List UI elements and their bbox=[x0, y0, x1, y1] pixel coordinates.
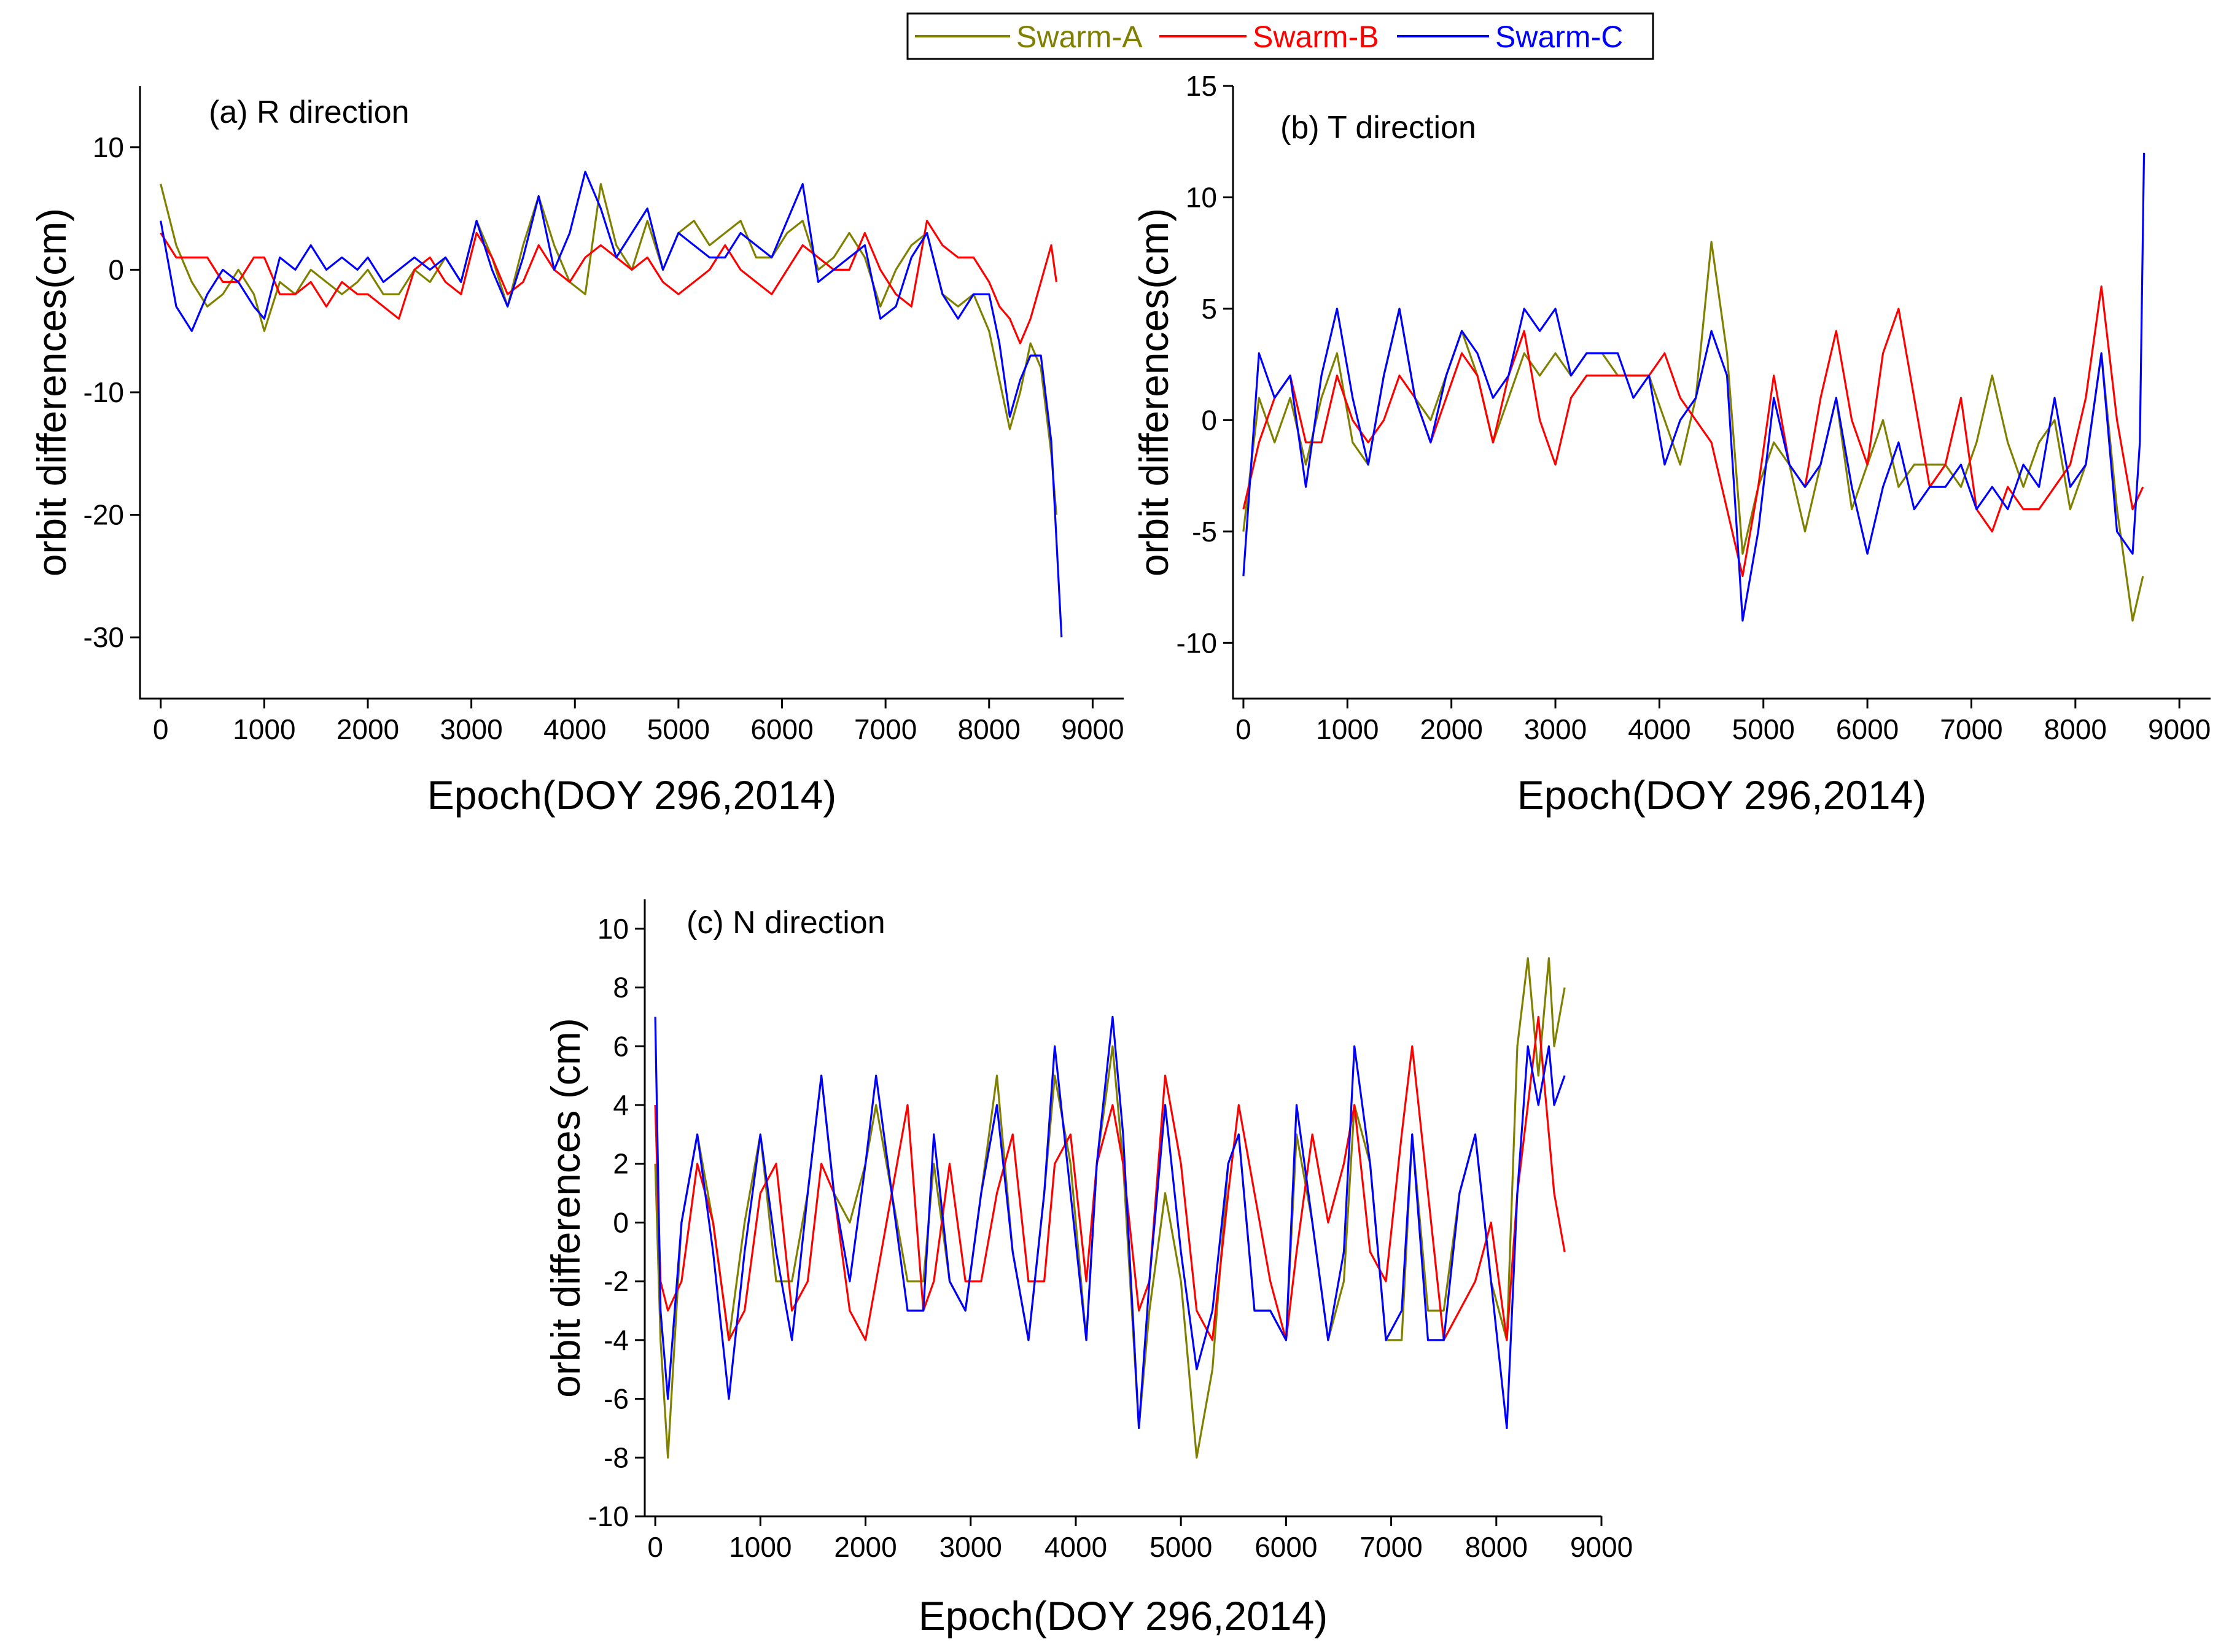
legend: Swarm-A Swarm-B Swarm-C bbox=[906, 12, 1654, 60]
y-tick-label-8: -6 bbox=[604, 1383, 629, 1415]
ticks: 0 1000 2000 3000 4000 5000 6000 7000 8000 9000 10 0… bbox=[84, 131, 1124, 745]
x-axis-title: Epoch(DOY 296,2014) bbox=[1517, 772, 1927, 818]
x-tick-label-1: 1000 bbox=[233, 713, 295, 745]
x-tick-label-9: 9000 bbox=[1061, 713, 1124, 745]
y-tick-label-4: -30 bbox=[84, 621, 124, 653]
x-tick-label-5: 5000 bbox=[647, 713, 710, 745]
y-tick-label-2: 5 bbox=[1201, 293, 1217, 325]
x-tick-label-6: 6000 bbox=[1255, 1531, 1317, 1563]
panel-label: (a) R direction bbox=[209, 95, 410, 130]
series-line-swarm-a bbox=[1242, 241, 2144, 622]
x-tick-label-3: 3000 bbox=[440, 713, 502, 745]
x-tick-label-7: 7000 bbox=[1360, 1531, 1422, 1563]
x-tick-label-1: 1000 bbox=[729, 1531, 792, 1563]
x-tick-label-8: 8000 bbox=[2044, 713, 2107, 745]
panel-label: (b) T direction bbox=[1280, 110, 1476, 145]
x-axis-title: Epoch(DOY 296,2014) bbox=[427, 772, 837, 818]
series-lines bbox=[1242, 152, 2145, 622]
y-tick-label-3: -20 bbox=[84, 499, 124, 531]
x-tick-label-8: 8000 bbox=[958, 713, 1021, 745]
x-tick-label-6: 6000 bbox=[1836, 713, 1899, 745]
x-tick-label-4: 4000 bbox=[1628, 713, 1690, 745]
y-axis-title: orbit differences(cm) bbox=[1131, 208, 1177, 576]
series-line-swarm-c bbox=[654, 1015, 1566, 1429]
y-tick-label-0: 15 bbox=[1186, 70, 1217, 102]
x-tick-label-5: 5000 bbox=[1150, 1531, 1212, 1563]
y-tick-label-3: 0 bbox=[1201, 404, 1217, 436]
y-tick-label-1: 10 bbox=[1186, 181, 1217, 213]
x-tick-label-0: 0 bbox=[153, 713, 169, 745]
x-tick-label-3: 3000 bbox=[939, 1531, 1002, 1563]
y-tick-label-5: -10 bbox=[1177, 627, 1217, 659]
x-tick-label-2: 2000 bbox=[834, 1531, 897, 1563]
y-tick-label-0: 10 bbox=[597, 913, 629, 945]
legend-entry-2: Swarm-C bbox=[1397, 20, 1623, 54]
y-tick-label-2: -10 bbox=[84, 376, 124, 408]
series-lines bbox=[654, 957, 1566, 1459]
y-axis-title: orbit differences(cm) bbox=[29, 208, 74, 576]
legend-label-2: Swarm-C bbox=[1495, 20, 1623, 54]
y-axis-title: orbit differences (cm) bbox=[543, 1018, 588, 1398]
series-line-swarm-c bbox=[160, 171, 1063, 638]
x-tick-label-3: 3000 bbox=[1524, 713, 1587, 745]
y-tick-label-6: -2 bbox=[604, 1265, 629, 1297]
series-lines bbox=[160, 171, 1063, 638]
x-tick-label-4: 4000 bbox=[543, 713, 606, 745]
y-tick-label-4: -5 bbox=[1192, 516, 1217, 548]
x-tick-label-0: 0 bbox=[1235, 713, 1251, 745]
axis-frame bbox=[139, 86, 1124, 700]
x-tick-label-6: 6000 bbox=[750, 713, 813, 745]
axis-frame bbox=[1232, 86, 2211, 700]
y-tick-label-2: 6 bbox=[613, 1030, 629, 1062]
legend-entry-1: Swarm-B bbox=[1159, 20, 1379, 54]
panel-t-direction: 0 1000 2000 3000 4000 5000 6000 7000 8000 9000 15 1… bbox=[1131, 70, 2211, 818]
x-tick-label-2: 2000 bbox=[336, 713, 399, 745]
x-tick-label-4: 4000 bbox=[1044, 1531, 1107, 1563]
x-tick-label-8: 8000 bbox=[1465, 1531, 1528, 1563]
y-tick-label-4: 2 bbox=[613, 1148, 629, 1180]
x-tick-label-0: 0 bbox=[647, 1531, 663, 1563]
series-line-swarm-c bbox=[1242, 152, 2145, 622]
x-tick-label-1: 1000 bbox=[1316, 713, 1379, 745]
legend-box bbox=[906, 12, 1654, 60]
y-tick-label-3: 4 bbox=[613, 1089, 629, 1121]
y-tick-label-7: -4 bbox=[604, 1324, 629, 1356]
series-line-swarm-b bbox=[1242, 285, 2144, 577]
legend-entry-0: Swarm-A bbox=[915, 20, 1143, 54]
series-line-swarm-b bbox=[160, 220, 1057, 344]
y-tick-label-0: 10 bbox=[93, 131, 124, 163]
panel-r-direction: 0 1000 2000 3000 4000 5000 6000 7000 8000 9000 10 0… bbox=[29, 86, 1124, 818]
ticks: 0 1000 2000 3000 4000 5000 6000 7000 8000 9000 10 8… bbox=[588, 913, 1633, 1563]
x-tick-label-2: 2000 bbox=[1420, 713, 1482, 745]
legend-label-1: Swarm-B bbox=[1253, 20, 1379, 54]
y-tick-label-10: -10 bbox=[588, 1500, 629, 1532]
x-axis-title: Epoch(DOY 296,2014) bbox=[919, 1593, 1328, 1638]
series-line-swarm-a bbox=[654, 957, 1566, 1459]
x-tick-label-9: 9000 bbox=[1570, 1531, 1633, 1563]
y-tick-label-1: 8 bbox=[613, 972, 629, 1004]
series-line-swarm-b bbox=[654, 1015, 1566, 1341]
panel-n-direction: 0 1000 2000 3000 4000 5000 6000 7000 8000 9000 10 8… bbox=[543, 899, 1633, 1638]
ticks: 0 1000 2000 3000 4000 5000 6000 7000 8000 9000 15 1… bbox=[1177, 70, 2211, 745]
panel-label: (c) N direction bbox=[687, 905, 885, 940]
legend-label-0: Swarm-A bbox=[1016, 20, 1143, 54]
x-tick-label-9: 9000 bbox=[2148, 713, 2211, 745]
y-tick-label-5: 0 bbox=[613, 1206, 629, 1238]
x-tick-label-7: 7000 bbox=[1940, 713, 2002, 745]
x-tick-label-5: 5000 bbox=[1732, 713, 1795, 745]
x-tick-label-7: 7000 bbox=[854, 713, 917, 745]
y-tick-label-9: -8 bbox=[604, 1441, 629, 1473]
y-tick-label-1: 0 bbox=[108, 254, 124, 285]
